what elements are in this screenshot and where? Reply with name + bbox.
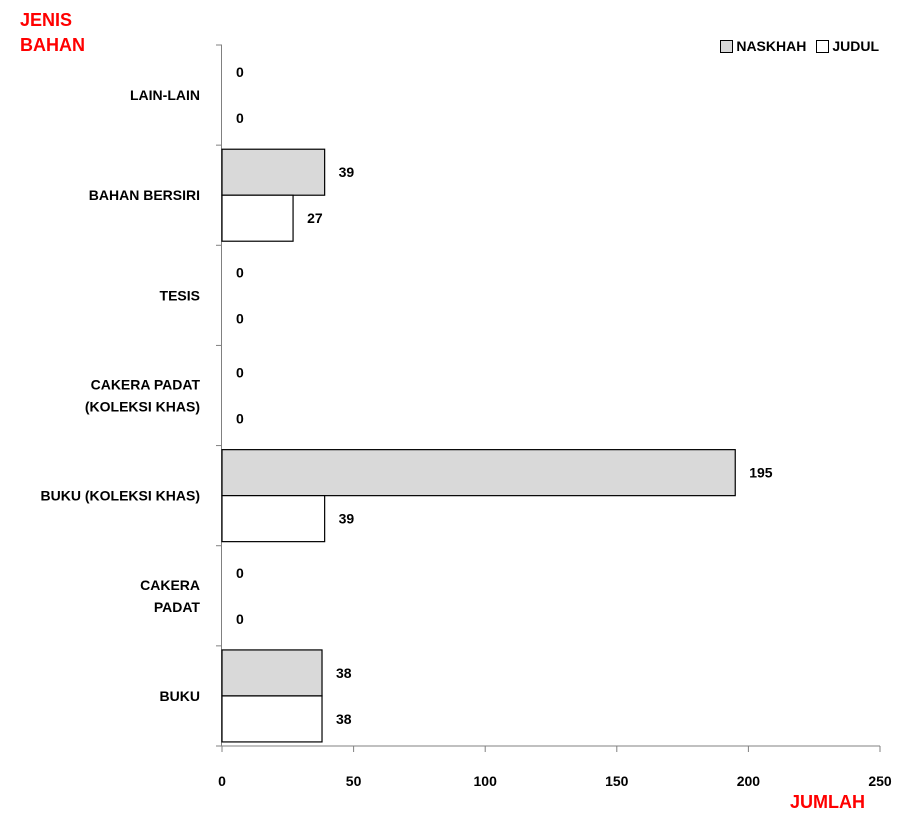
x-tick-label: 250 (868, 773, 892, 789)
legend-label-naskhah: NASKHAH (736, 38, 807, 54)
bar-judul (221, 495, 326, 543)
data-label: 0 (236, 411, 244, 427)
x-tick-label: 150 (605, 773, 629, 789)
data-label: 0 (236, 565, 244, 581)
data-label: 0 (236, 264, 244, 280)
data-label: 0 (236, 310, 244, 326)
data-label: 0 (236, 365, 244, 381)
bar-judul (221, 194, 294, 242)
category-label: (KOLEKSI KHAS) (85, 399, 200, 415)
category-label: BUKU (KOLEKSI KHAS) (41, 488, 200, 504)
data-label: 38 (336, 711, 352, 727)
x-axis-title: JUMLAH (790, 792, 865, 812)
category-label: CAKERA (140, 577, 200, 593)
legend-label-judul: JUDUL (832, 38, 879, 54)
data-label: 0 (236, 110, 244, 126)
x-tick-label: 200 (737, 773, 761, 789)
legend-swatch-naskhah (720, 39, 734, 53)
legend-swatch-judul (816, 39, 830, 53)
y-axis-title-line-2: BAHAN (20, 35, 85, 55)
category-label: BAHAN BERSIRI (89, 187, 200, 203)
data-label: 195 (749, 465, 773, 481)
data-label: 0 (236, 64, 244, 80)
bar-naskhah (221, 649, 323, 697)
data-label: 27 (307, 210, 323, 226)
x-tick-label: 100 (474, 773, 498, 789)
category-label: BUKU (160, 688, 200, 704)
data-label: 0 (236, 611, 244, 627)
y-axis-title: JENIS BAHAN (20, 8, 85, 58)
bar-naskhah (221, 449, 736, 497)
data-label: 39 (339, 164, 355, 180)
x-tick-label: 0 (218, 773, 226, 789)
bar-naskhah (221, 148, 326, 196)
data-label: 39 (339, 511, 355, 527)
category-label: TESIS (160, 287, 200, 303)
legend-item-judul: JUDUL (816, 38, 879, 54)
legend-item-naskhah: NASKHAH (720, 38, 806, 54)
category-label: CAKERA PADAT (91, 377, 201, 393)
data-label: 38 (336, 665, 352, 681)
category-label: LAIN-LAIN (130, 87, 200, 103)
bar-judul (221, 695, 323, 743)
y-axis-title-line-1: JENIS (20, 10, 73, 30)
x-tick-label: 50 (346, 773, 362, 789)
category-label: PADAT (154, 599, 201, 615)
legend: NASKHAH JUDUL (720, 38, 879, 54)
